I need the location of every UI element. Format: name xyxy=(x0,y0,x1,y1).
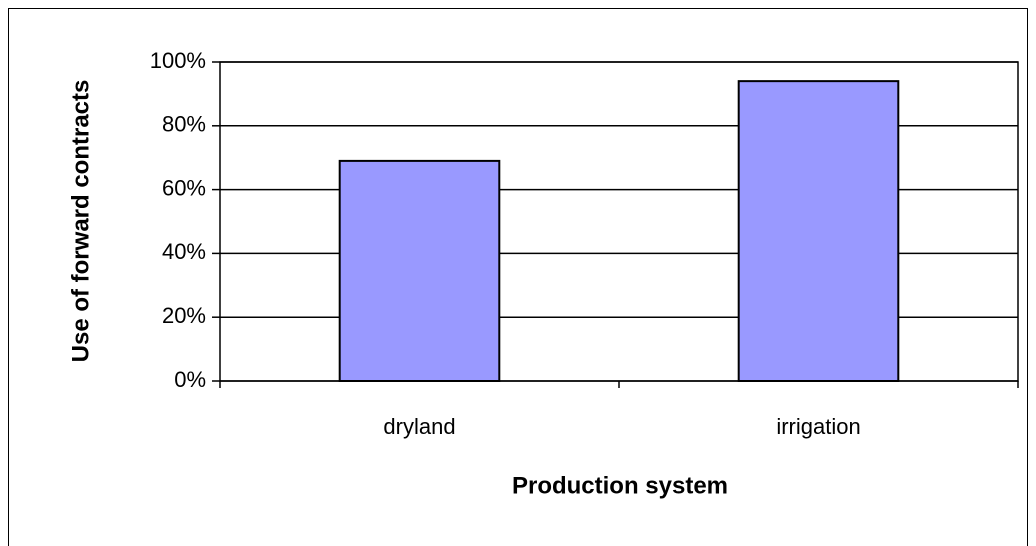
y-tick-label: 80% xyxy=(162,112,206,137)
x-axis-title: Production system xyxy=(512,472,728,499)
bar xyxy=(338,159,501,382)
x-tick-label: irrigation xyxy=(776,414,860,439)
x-tick-label: dryland xyxy=(383,414,455,439)
y-tick-label: 60% xyxy=(162,175,206,200)
y-tick-label: 20% xyxy=(162,303,206,328)
y-tick-label: 40% xyxy=(162,239,206,264)
y-tick-label: 0% xyxy=(174,367,206,392)
y-tick-label: 100% xyxy=(150,48,206,73)
y-axis-title: Use of forward contracts xyxy=(67,80,94,363)
bar xyxy=(737,80,900,382)
